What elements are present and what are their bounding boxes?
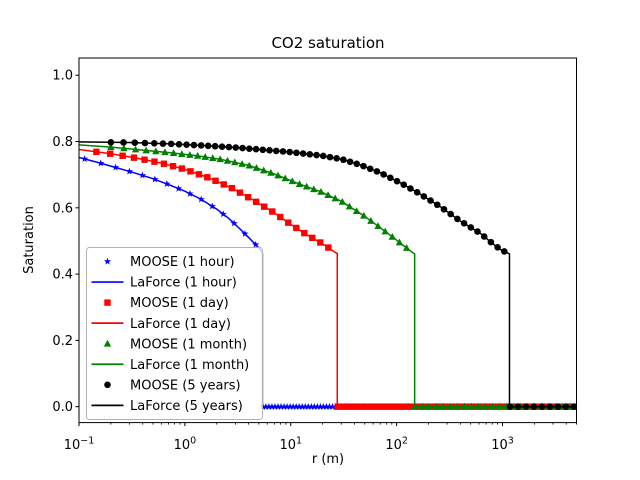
legend-box	[86, 247, 263, 420]
legend-item-moose-5-years: MOOSE (5 years)	[104, 378, 241, 393]
y-tick-label: 0.4	[52, 268, 73, 283]
x-axis-ticks: 10−1 100 101 102 103	[64, 422, 577, 454]
legend-label: LaForce (1 hour)	[130, 276, 237, 291]
x-tick-label: 10−1	[64, 436, 95, 454]
series-laforce-1-month	[79, 144, 577, 408]
legend-item-moose-1-month: MOOSE (1 month)	[103, 337, 247, 352]
legend-item-moose-1-hour: MOOSE (1 hour)	[103, 255, 235, 270]
y-tick-label: 0.6	[52, 201, 73, 216]
legend-label: MOOSE (5 years)	[130, 378, 241, 393]
x-tick-label: 100	[174, 436, 197, 454]
y-axis-label: Saturation	[22, 206, 37, 274]
legend-label: MOOSE (1 day)	[130, 296, 229, 311]
legend-square-icon	[104, 299, 111, 306]
y-axis-ticks: 0.0 0.2 0.4 0.6 0.8 1.0	[52, 69, 79, 415]
legend-item-laforce-1-month: LaForce (1 month)	[91, 358, 249, 373]
chart-title: CO2 saturation	[271, 34, 385, 52]
legend: MOOSE (1 hour) LaForce (1 hour) MOOSE (1 d…	[86, 247, 263, 420]
y-tick-label: 0.8	[52, 135, 73, 150]
legend-item-laforce-1-day: LaForce (1 day)	[91, 317, 231, 332]
series-laforce-5-years	[79, 141, 577, 408]
series-laforce-1-day	[79, 148, 577, 408]
x-axis-label: r (m)	[311, 452, 345, 467]
y-tick-label: 1.0	[52, 69, 73, 84]
y-tick-label: 0.2	[52, 334, 73, 349]
legend-triangle-icon	[103, 339, 112, 347]
legend-item-moose-1-day: MOOSE (1 day)	[104, 296, 229, 311]
legend-item-laforce-5-years: LaForce (5 years)	[91, 399, 243, 414]
legend-label: LaForce (1 month)	[130, 358, 249, 373]
plot-frame	[78, 57, 577, 424]
legend-label: LaForce (1 day)	[130, 317, 231, 332]
x-tick-label: 101	[279, 436, 302, 454]
x-tick-label: 102	[385, 436, 408, 454]
legend-label: LaForce (5 years)	[130, 399, 243, 414]
legend-label: MOOSE (1 hour)	[130, 255, 235, 270]
legend-star-icon	[103, 257, 112, 265]
y-tick-label: 0.0	[52, 400, 73, 415]
x-tick-label: 103	[491, 436, 514, 454]
legend-label: MOOSE (1 month)	[130, 337, 247, 352]
legend-circle-icon	[104, 381, 111, 389]
legend-item-laforce-1-hour: LaForce (1 hour)	[91, 276, 237, 291]
